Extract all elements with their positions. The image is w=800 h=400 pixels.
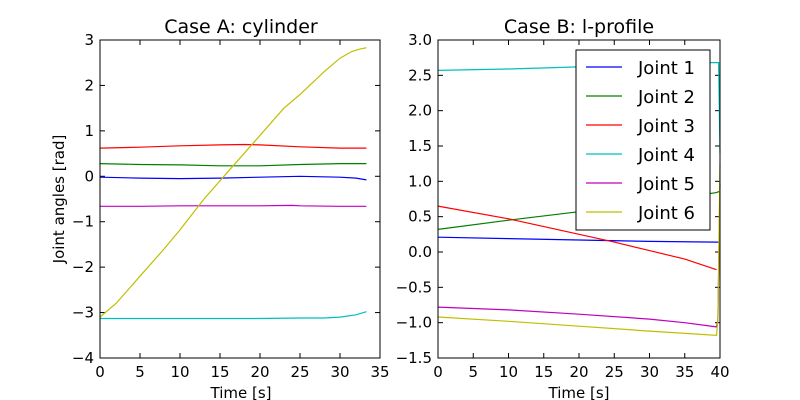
plot-area — [99, 47, 367, 320]
x-tick-label: 20 — [250, 363, 269, 381]
legend-label: Joint 5 — [637, 174, 695, 195]
y-axis-label: Joint angles [rad] — [50, 135, 68, 265]
series-line-1 — [99, 175, 367, 181]
chart-case-a: Case A: cylinder Joint angles [rad] Time… — [50, 16, 390, 400]
y-tick-label: −0.5 — [396, 278, 432, 296]
chart-title: Case B: l-profile — [504, 16, 654, 38]
legend-label: Joint 3 — [637, 116, 695, 137]
chart-title: Case A: cylinder — [164, 16, 318, 38]
x-tick-label: 35 — [675, 363, 694, 381]
legend: Joint 1 Joint 2 Joint 3 Joint 4 Joint 5 Joint… — [575, 49, 711, 231]
y-tick-label: 1.5 — [408, 137, 432, 155]
y-tick-label: 0.5 — [408, 208, 432, 226]
legend-label: Joint 4 — [637, 145, 695, 166]
series-line-3 — [99, 143, 367, 149]
series-line-6 — [437, 163, 721, 337]
y-tick-label: 0 — [84, 167, 94, 185]
x-tick-label: 25 — [290, 363, 309, 381]
legend-label: Joint 6 — [637, 203, 695, 224]
x-tick-label: 0 — [95, 363, 105, 381]
series-line-1 — [437, 236, 720, 243]
legend-label: Joint 1 — [637, 58, 695, 79]
y-tick-label: −2 — [72, 258, 94, 276]
x-axis-label: Time [s] — [548, 384, 610, 400]
legend-label: Joint 2 — [637, 87, 695, 108]
x-tick-label: 30 — [330, 363, 349, 381]
y-tick-label: 0.0 — [408, 243, 432, 261]
series-line-5 — [100, 204, 367, 207]
x-tick-label: 20 — [569, 363, 588, 381]
x-tick-label: 40 — [710, 363, 729, 381]
y-tick-label: −4 — [72, 349, 94, 367]
y-tick-label: 2.5 — [408, 66, 432, 84]
series-line-4 — [100, 311, 367, 320]
x-tick-label: 10 — [170, 363, 189, 381]
x-tick-label: 30 — [640, 363, 659, 381]
y-tick-label: −1.0 — [396, 314, 432, 332]
x-tick-label: 25 — [605, 363, 624, 381]
y-tick-label: 2.0 — [408, 102, 432, 120]
x-tick-label: 35 — [370, 363, 389, 381]
x-tick-label: 0 — [433, 363, 443, 381]
chart-case-b: Case B: l-profile Time [s] 0 5 10 15 20 25 30 3… — [396, 16, 730, 400]
axis-ticks: 0 5 10 15 20 25 30 35 40 −1.5 −1.0 −0.5 0.0 0.5 1.0 1.5… — [396, 31, 730, 381]
y-tick-label: −1 — [72, 213, 94, 231]
axes-frame — [99, 39, 381, 359]
y-tick-label: 1 — [84, 122, 94, 140]
x-axis-label: Time [s] — [210, 384, 272, 400]
series-line-3 — [437, 205, 717, 271]
x-tick-label: 5 — [468, 363, 478, 381]
x-tick-label: 15 — [210, 363, 229, 381]
y-tick-label: 3 — [84, 31, 94, 49]
x-tick-label: 5 — [135, 363, 145, 381]
y-tick-label: 1.0 — [408, 172, 432, 190]
x-tick-label: 10 — [499, 363, 518, 381]
series-line-2 — [99, 163, 367, 167]
axis-ticks: 0 5 10 15 20 25 30 35 −4 −3 −2 −1 0 1 2 3 — [72, 31, 390, 381]
axes-frame — [437, 39, 721, 359]
legend-frame — [575, 49, 711, 231]
y-tick-label: 2 — [84, 76, 94, 94]
y-tick-label: −3 — [72, 304, 94, 322]
y-tick-label: −1.5 — [396, 349, 432, 367]
y-tick-label: 3.0 — [408, 31, 432, 49]
x-tick-label: 15 — [534, 363, 553, 381]
series-line-6 — [99, 47, 367, 318]
